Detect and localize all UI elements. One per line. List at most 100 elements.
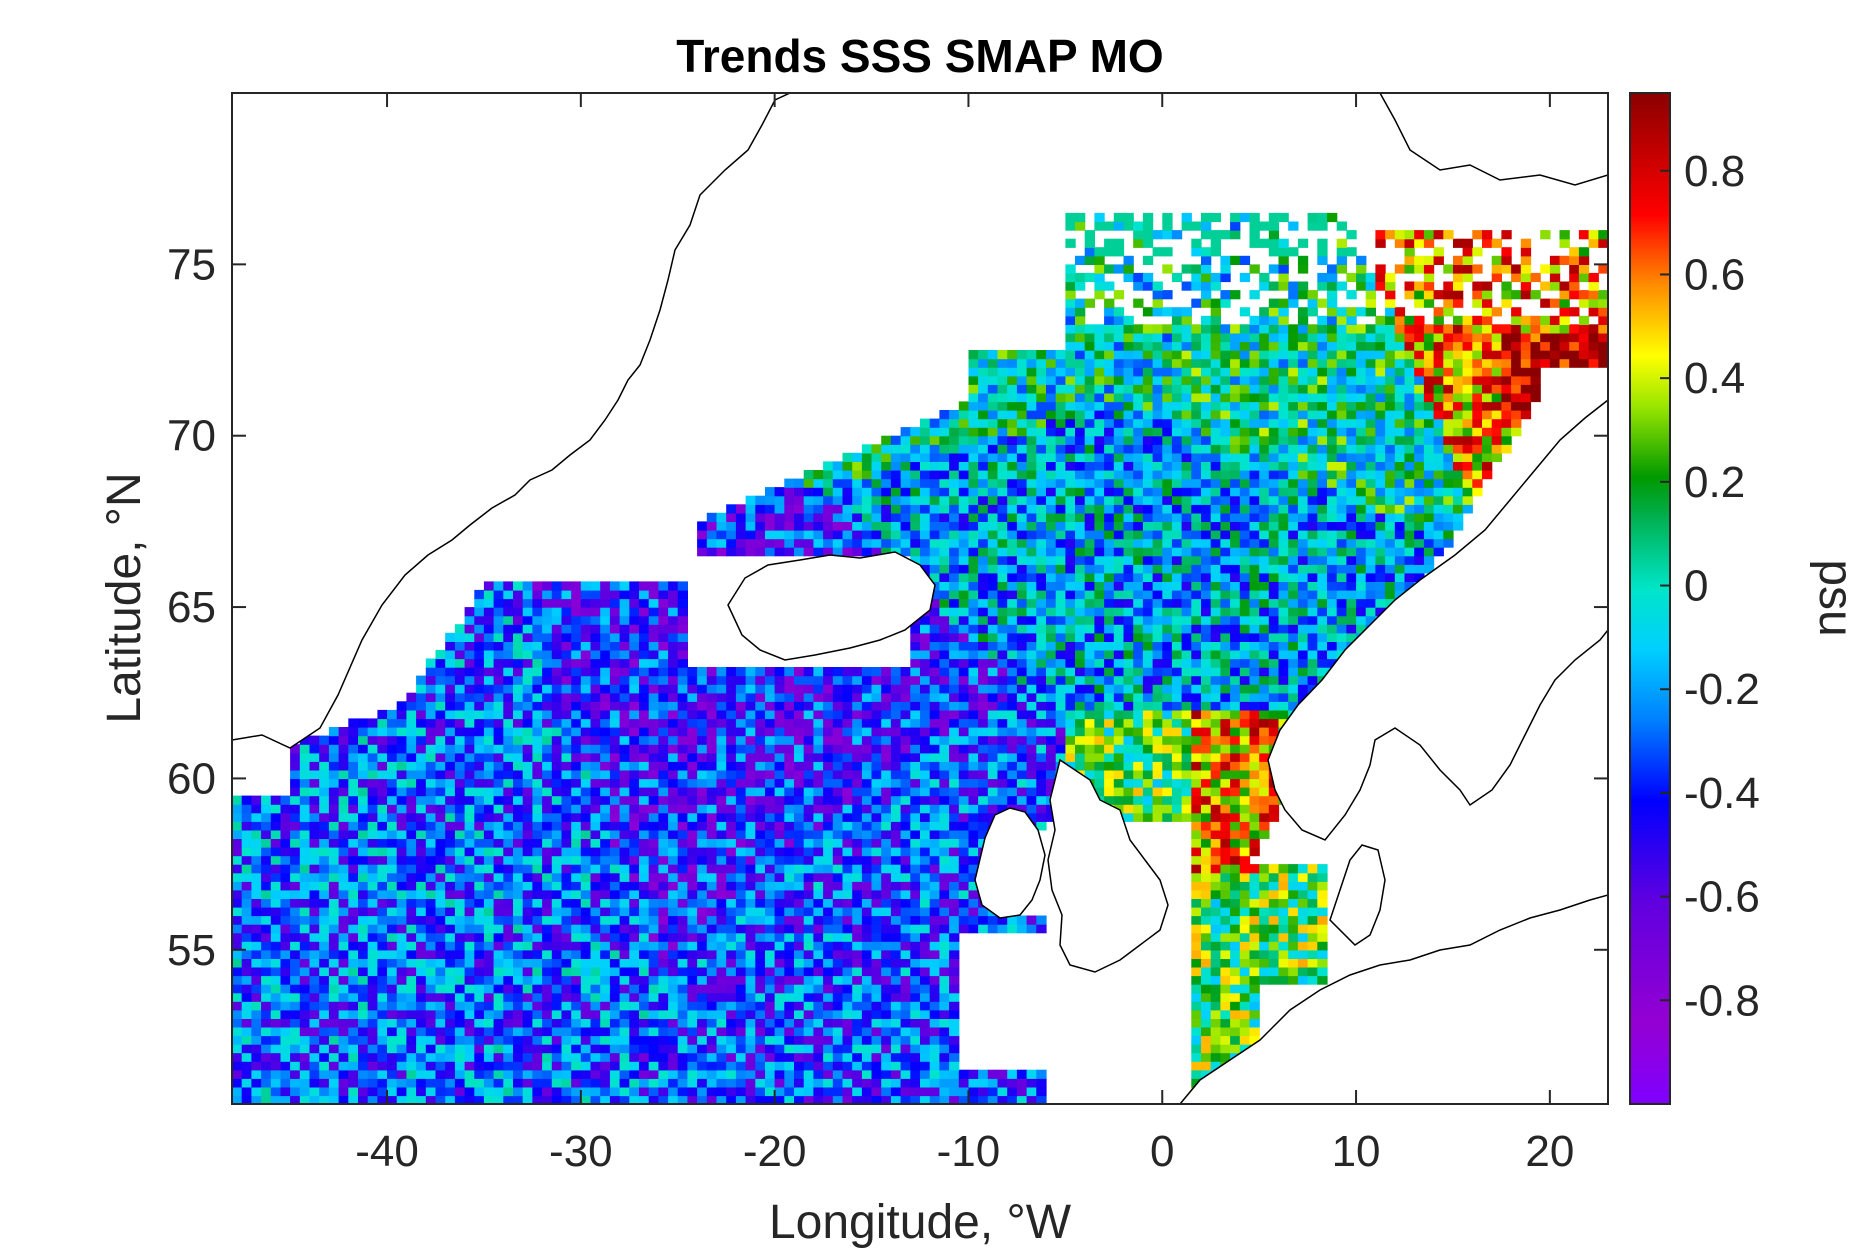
heatmap-cell [1268,649,1280,660]
heatmap-cell [774,1069,785,1079]
heatmap-cell [813,855,824,865]
heatmap-cell [532,641,543,651]
heatmap-cell [600,658,611,668]
heatmap-cell [387,1069,398,1079]
heatmap-cell [1278,675,1289,685]
heatmap-cell [290,812,301,822]
heatmap-cell [939,864,950,874]
heatmap-cell [890,1001,902,1011]
heatmap-cell [241,804,252,814]
heatmap-cell [619,1086,630,1097]
heatmap-cell [571,1009,582,1019]
heatmap-cell [532,1086,543,1097]
heatmap-cell [338,1026,349,1037]
heatmap-cell [939,855,950,865]
heatmap-cell [580,658,592,668]
heatmap-cell [493,1035,504,1045]
heatmap-cell [890,1061,902,1071]
heatmap-cell [861,1044,873,1054]
heatmap-cell [1230,847,1241,857]
heatmap-cell [1220,761,1231,771]
heatmap-cell [910,667,921,677]
heatmap-cell [910,864,921,874]
heatmap-cell [1181,709,1192,720]
heatmap-cell [687,966,698,977]
heatmap-cell [1210,984,1221,994]
heatmap-cell [1123,649,1134,660]
heatmap-cell [425,1086,437,1097]
heatmap-cell [493,787,504,797]
heatmap-cell [1210,1052,1221,1062]
heatmap-cell [445,898,456,908]
heatmap-cell [328,1001,340,1011]
heatmap-cell [464,649,475,660]
heatmap-cell [813,958,824,968]
heatmap-cell [890,752,902,762]
heatmap-cell [299,872,311,882]
heatmap-cell [261,1044,272,1054]
heatmap-cell [590,701,601,711]
heatmap-cell [454,872,466,882]
heatmap-cell [832,906,844,917]
heatmap-cell [726,787,737,797]
heatmap-cell [920,924,931,934]
heatmap-cell [416,795,427,805]
heatmap-cell [464,1078,475,1088]
heatmap-cell [1046,752,1057,762]
heatmap-cell [416,1052,427,1062]
heatmap-cell [910,915,921,925]
heatmap-cell [406,915,417,925]
heatmap-cell [483,821,495,831]
heatmap-cell [716,821,727,831]
heatmap-cell [619,1052,630,1062]
heatmap-cell [920,727,931,737]
heatmap-cell [1113,718,1125,728]
heatmap-cell [1288,949,1299,959]
heatmap-cell [532,915,543,925]
heatmap-cell [910,658,921,668]
heatmap-cell [493,1018,504,1028]
heatmap-cell [910,641,921,651]
heatmap-cell [929,692,940,702]
heatmap-cell [890,855,902,865]
heatmap-cell [416,1026,427,1037]
heatmap-cell [1191,949,1202,959]
heatmap-cell [328,1061,340,1071]
heatmap-cell [639,992,650,1002]
heatmap-cell [1239,744,1251,754]
heatmap-cell [241,847,252,857]
heatmap-cell [425,658,437,668]
heatmap-cell [1142,701,1154,711]
heatmap-cell [774,1001,785,1011]
heatmap-cell [639,1009,650,1019]
heatmap-cell [454,889,466,899]
heatmap-cell [503,769,514,780]
heatmap-cell [823,735,834,745]
heatmap-cell [774,684,785,694]
heatmap-cell [677,1052,688,1062]
heatmap-cell [939,727,950,737]
heatmap-cell [735,744,747,754]
heatmap-cell [571,821,582,831]
heatmap-cell [1201,898,1212,908]
heatmap-cell [1210,958,1221,968]
heatmap-cell [396,958,407,968]
heatmap-cell [832,727,844,737]
heatmap-cell [1268,658,1280,668]
heatmap-cell [968,769,979,780]
heatmap-cell [328,1009,340,1019]
heatmap-cell [939,744,950,754]
heatmap-cell [377,838,388,848]
heatmap-cell [871,829,882,839]
heatmap-cell [968,924,979,934]
heatmap-cell [871,906,882,917]
heatmap-cell [1268,958,1280,968]
heatmap-cell [794,718,805,728]
heatmap-cell [794,787,805,797]
heatmap-cell [474,692,485,702]
heatmap-cell [735,864,747,874]
heatmap-cell [1201,838,1212,848]
heatmap-cell [1210,795,1221,805]
heatmap-cell [784,709,795,720]
heatmap-cell [474,1095,485,1104]
